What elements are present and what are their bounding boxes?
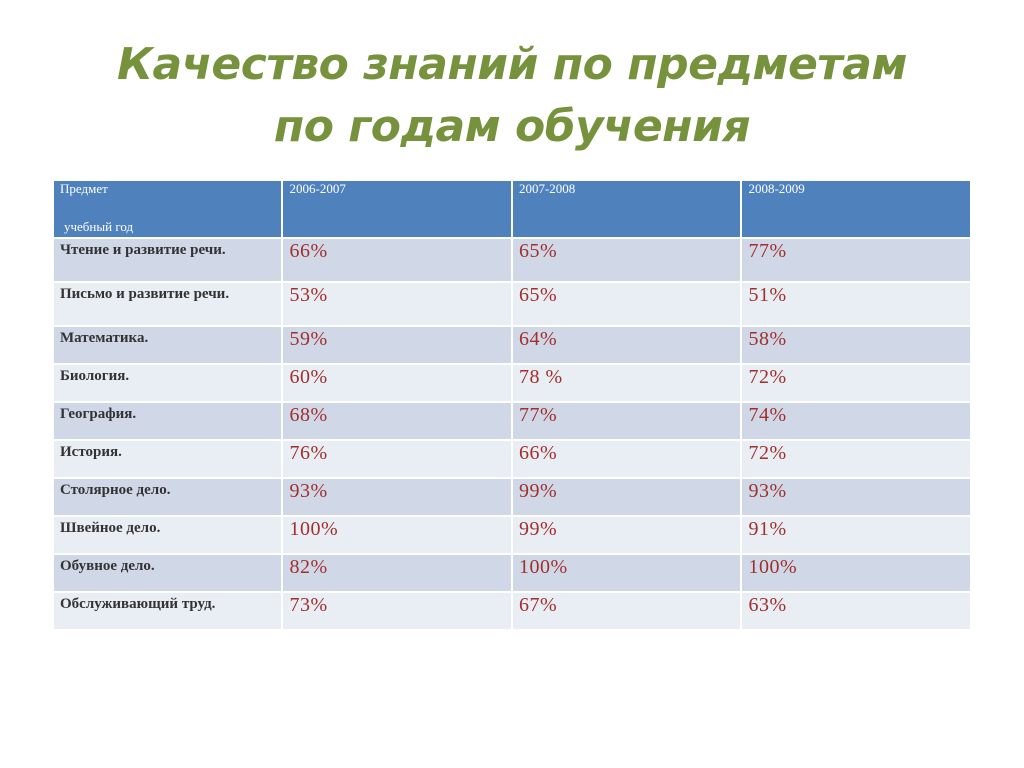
- slide-title: Качество знаний по предметам по годам об…: [0, 34, 1024, 158]
- value-cell: 53%: [281, 281, 513, 327]
- table-row: Письмо и развитие речи. 53% 65% 51%: [51, 281, 972, 327]
- value-cell: 100%: [740, 553, 972, 593]
- value-cell: 65%: [510, 281, 743, 327]
- value-cell: 59%: [281, 325, 513, 365]
- value-cell: 99%: [510, 477, 743, 517]
- subject-cell: История.: [51, 439, 284, 479]
- table-header-row: Предмет учебный год 2006-2007 2007-2008 …: [51, 179, 972, 239]
- subject-cell: Биология.: [51, 363, 284, 403]
- subject-cell: География.: [51, 401, 284, 441]
- value-cell: 60%: [281, 363, 513, 403]
- value-cell: 73%: [281, 591, 513, 631]
- subject-cell: Математика.: [51, 325, 284, 365]
- header-year-2008-2009: 2008-2009: [740, 179, 972, 239]
- header-year-2006-2007: 2006-2007: [281, 179, 513, 239]
- table-row: Обслуживающий труд. 73% 67% 63%: [51, 591, 972, 631]
- subject-cell: Швейное дело.: [51, 515, 284, 555]
- subject-cell: Чтение и развитие речи.: [51, 237, 284, 283]
- value-cell: 99%: [510, 515, 743, 555]
- value-cell: 68%: [281, 401, 513, 441]
- value-cell: 100%: [281, 515, 513, 555]
- value-cell: 66%: [281, 237, 513, 283]
- value-cell: 93%: [281, 477, 513, 517]
- header-year-2007-2008: 2007-2008: [510, 179, 743, 239]
- header-year-label: учебный год: [64, 219, 134, 234]
- subject-cell: Письмо и развитие речи.: [51, 281, 284, 327]
- value-cell: 77%: [510, 401, 743, 441]
- subject-cell: Обувное дело.: [51, 553, 284, 593]
- table-row: Математика. 59% 64% 58%: [51, 325, 972, 365]
- title-line-2: по годам обучения: [273, 101, 751, 152]
- value-cell: 72%: [740, 363, 972, 403]
- value-cell: 66%: [510, 439, 743, 479]
- title-line-1: Качество знаний по предметам: [117, 39, 907, 90]
- value-cell: 64%: [510, 325, 743, 365]
- subject-cell: Столярное дело.: [51, 477, 284, 517]
- value-cell: 82%: [281, 553, 513, 593]
- value-cell: 65%: [510, 237, 743, 283]
- table-row: География. 68% 77% 74%: [51, 401, 972, 441]
- value-cell: 58%: [740, 325, 972, 365]
- value-cell: 100%: [510, 553, 743, 593]
- value-cell: 72%: [740, 439, 972, 479]
- value-cell: 51%: [740, 281, 972, 327]
- table-row: Столярное дело. 93% 99% 93%: [51, 477, 972, 517]
- value-cell: 74%: [740, 401, 972, 441]
- table-row: Обувное дело. 82% 100% 100%: [51, 553, 972, 593]
- value-cell: 78 %: [510, 363, 743, 403]
- table-row: Чтение и развитие речи. 66% 65% 77%: [51, 237, 972, 283]
- table-row: Биология. 60% 78 % 72%: [51, 363, 972, 403]
- knowledge-quality-table: Предмет учебный год 2006-2007 2007-2008 …: [51, 179, 972, 631]
- subject-cell: Обслуживающий труд.: [51, 591, 284, 631]
- value-cell: 67%: [510, 591, 743, 631]
- value-cell: 91%: [740, 515, 972, 555]
- table-row: Швейное дело. 100% 99% 91%: [51, 515, 972, 555]
- header-subject-cell: Предмет учебный год: [51, 179, 284, 239]
- value-cell: 63%: [740, 591, 972, 631]
- table-row: История. 76% 66% 72%: [51, 439, 972, 479]
- value-cell: 76%: [281, 439, 513, 479]
- value-cell: 77%: [740, 237, 972, 283]
- header-subject-label: Предмет: [60, 181, 108, 196]
- value-cell: 93%: [740, 477, 972, 517]
